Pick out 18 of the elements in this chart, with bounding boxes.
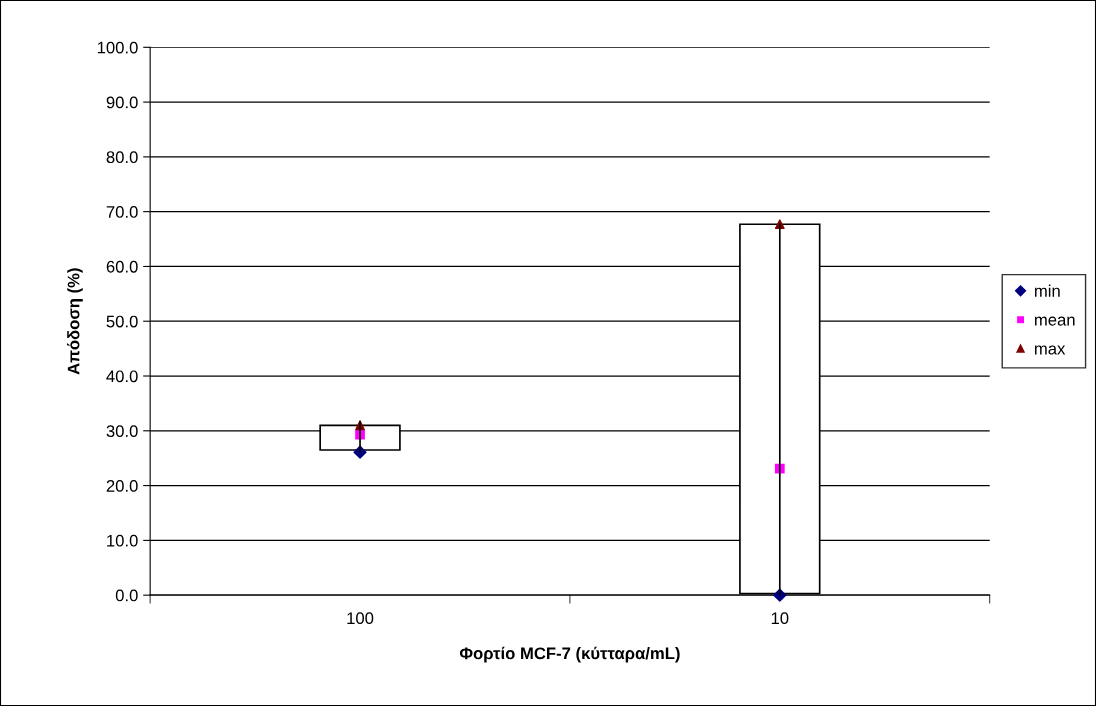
- y-tick-label: 30.0: [106, 425, 138, 437]
- legend-label: max: [1034, 345, 1066, 355]
- legend-label: min: [1034, 284, 1060, 297]
- y-tick-label: 10.0: [107, 534, 138, 547]
- y-tick-label: 0.0: [115, 589, 138, 602]
- y-tick-label: 80.0: [106, 151, 138, 164]
- y-tick-label: 60.0: [106, 260, 138, 273]
- y-tick-label: 40.0: [106, 370, 138, 383]
- y-tick-label: 90.0: [106, 96, 138, 109]
- y-axis-title: Απόδοση (%): [67, 268, 83, 375]
- y-tick-label: 50.0: [106, 315, 138, 328]
- x-axis-title: Φορτίο MCF-7 (κύτταρα/mL): [459, 646, 680, 663]
- y-tick-label: 70.0: [106, 206, 138, 218]
- y-tick-label: 20.0: [106, 479, 138, 492]
- x-tick-label: 10: [771, 612, 789, 625]
- y-tick-label: 100.0: [97, 41, 138, 54]
- legend-label: mean: [1034, 316, 1075, 326]
- x-tick-label: 100: [347, 612, 374, 625]
